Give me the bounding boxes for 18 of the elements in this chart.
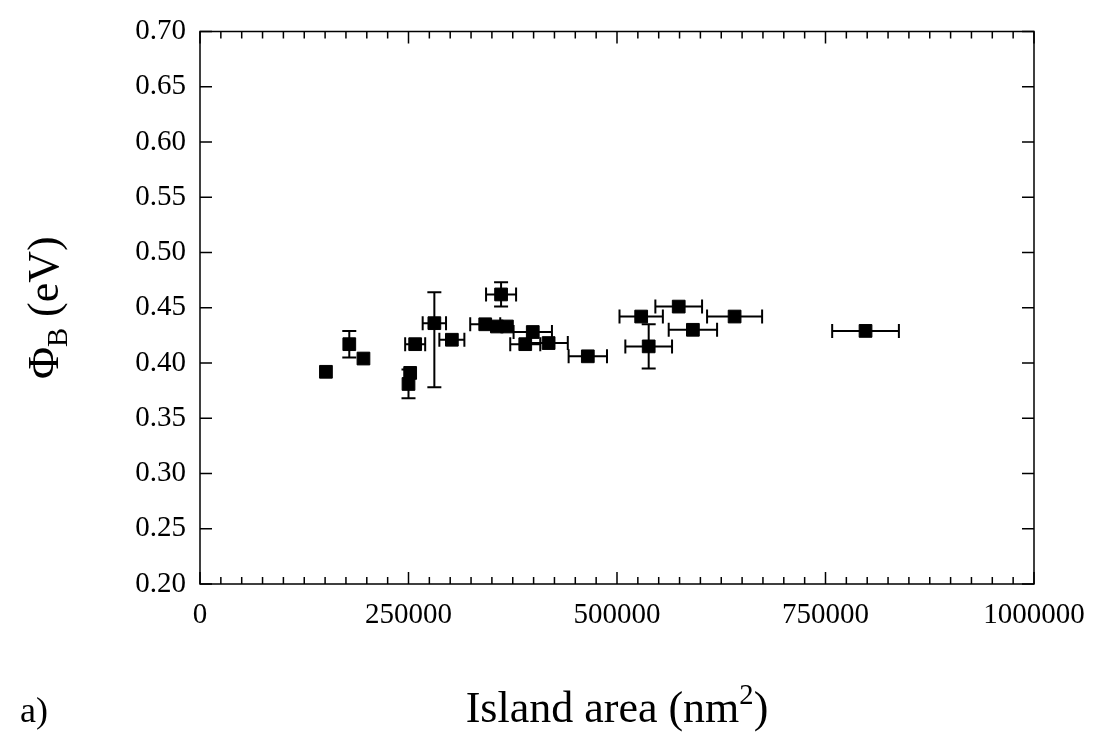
x-tick-label: 500000 xyxy=(573,597,661,630)
y-tick-label: 0.40 xyxy=(135,344,186,377)
y-tick-label: 0.50 xyxy=(135,234,186,267)
y-tick-label: 0.60 xyxy=(135,123,186,156)
x-tick-label: 0 xyxy=(192,597,208,630)
x-tick-label: 1000000 xyxy=(983,597,1085,630)
y-tick-label: 0.30 xyxy=(135,455,186,488)
text: a) xyxy=(20,690,48,730)
y-tick-label: 0.25 xyxy=(135,510,186,543)
x-tick-label: 250000 xyxy=(365,597,452,630)
y-axis-title: ΦB (eV) xyxy=(19,236,73,380)
y-tick-label: 0.20 xyxy=(135,565,186,598)
y-tick-label: 0.45 xyxy=(135,289,186,322)
x-tick-label: 750000 xyxy=(782,597,869,630)
y-tick-label: 0.70 xyxy=(135,13,186,46)
y-tick-label: 0.35 xyxy=(135,399,186,432)
y-tick-label: 0.65 xyxy=(135,68,186,101)
y-tick-label: 0.55 xyxy=(135,178,186,211)
